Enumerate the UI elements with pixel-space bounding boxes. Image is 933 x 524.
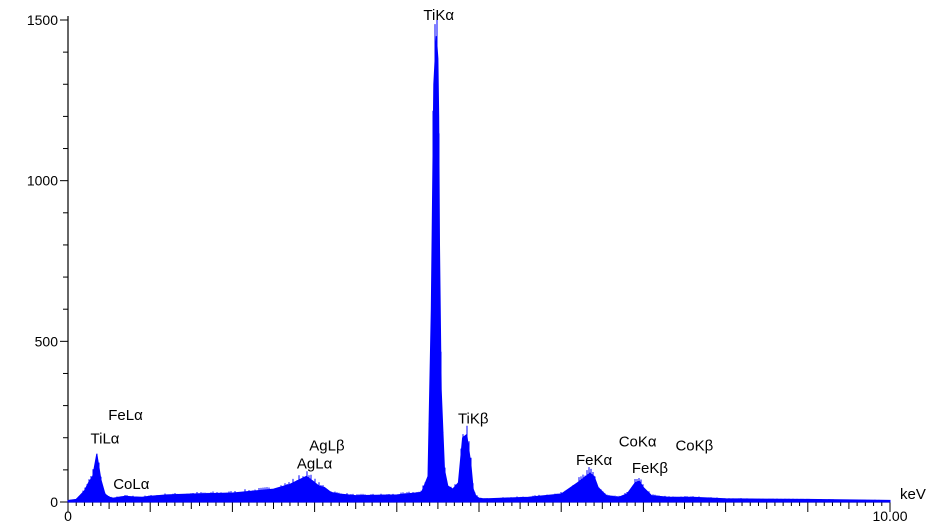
y-tick-label: 1500 [27,12,58,28]
x-axis-label: keV [900,486,926,503]
peak-label: TiKα [423,7,454,24]
peak-label: CoLα [113,476,150,493]
x-tick-label: 10.00 [872,508,907,524]
peak-label: CoKβ [675,438,713,455]
peak-label: FeKβ [632,460,669,477]
peak-label: AgLβ [309,438,345,455]
peak-label: CoKα [619,434,657,451]
y-tick-label: 500 [35,333,59,349]
spectrum-area [67,36,891,503]
x-tick-label: 0 [64,508,72,524]
y-tick-label: 0 [50,494,58,510]
peak-label: FeKα [576,452,613,469]
peak-label: TiKβ [458,410,489,427]
plot-area [67,20,891,503]
y-tick-label: 1000 [27,173,58,189]
peak-label: FeLα [108,407,143,424]
peak-label: AgLα [297,455,333,472]
peak-label: TiLα [91,431,120,448]
